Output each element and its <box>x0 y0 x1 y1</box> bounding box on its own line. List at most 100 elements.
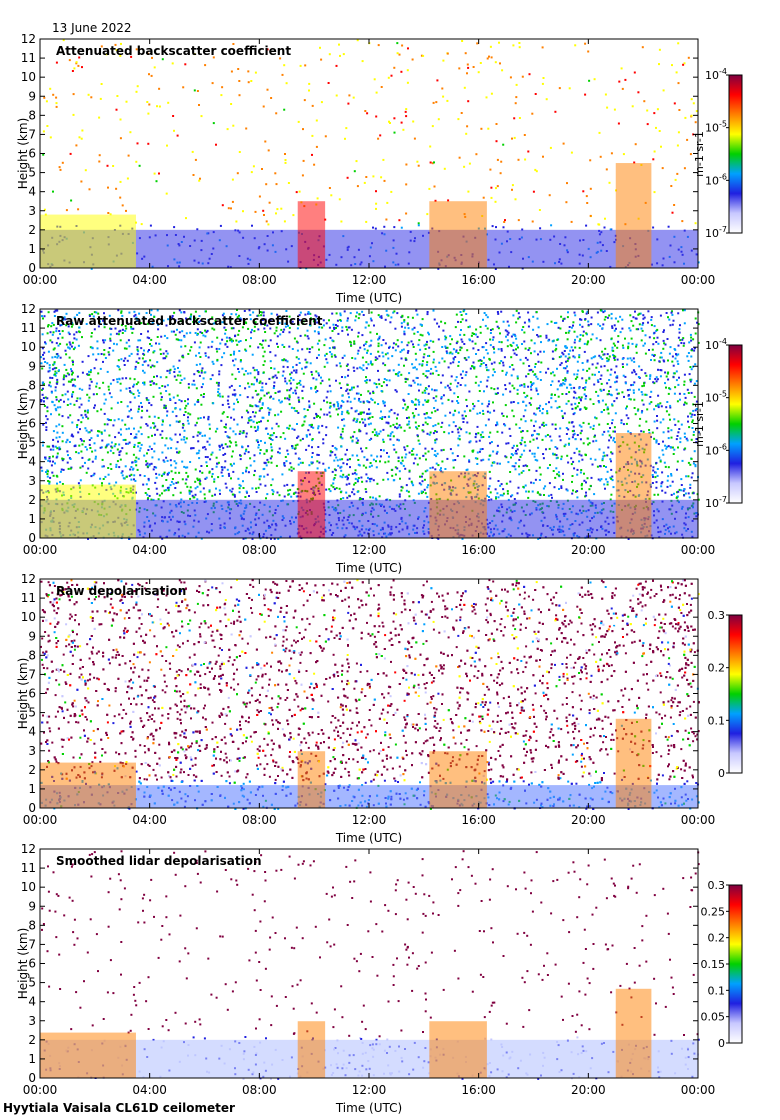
x-tick-label: 08:00 <box>242 273 277 287</box>
x-tick-label: 12:00 <box>352 273 387 287</box>
y-tick-label: 5 <box>28 976 36 990</box>
y-tick-label: 2 <box>28 1033 36 1047</box>
feature-1 <box>40 484 136 538</box>
y-tick-label: 6 <box>28 687 36 701</box>
x-tick-label: 00:00 <box>23 1083 58 1097</box>
feature-3 <box>429 1021 487 1078</box>
colorbar-tick-label: 0 <box>718 1037 725 1050</box>
panel-title: Smoothed lidar depolarisation <box>56 854 262 868</box>
y-tick-label: 10 <box>21 340 36 354</box>
y-tick-label: 11 <box>21 591 36 605</box>
x-tick-label: 20:00 <box>571 1083 606 1097</box>
colorbar-gradient <box>728 74 743 234</box>
feature-3 <box>429 751 487 808</box>
x-tick-label: 00:00 <box>681 543 716 557</box>
y-tick-label: 12 <box>21 32 36 46</box>
y-tick-label: 0 <box>28 801 36 815</box>
y-tick-label: 3 <box>28 474 36 488</box>
y-tick-label: 7 <box>28 937 36 951</box>
feature-2 <box>297 1021 326 1078</box>
y-tick-label: 3 <box>28 1014 36 1028</box>
colorbar-tick-label: 10-4 <box>705 67 727 82</box>
colorbar-tick-label: 0.2 <box>708 932 726 945</box>
x-tick-label: 08:00 <box>242 1083 277 1097</box>
colorbar-tick-label: 0.1 <box>708 984 726 997</box>
x-tick-label: 00:00 <box>681 813 716 827</box>
y-tick-label: 11 <box>21 321 36 335</box>
boundary-layer-band <box>40 785 698 808</box>
feature-2 <box>297 201 326 268</box>
y-axis-label: Height (km) <box>16 928 30 999</box>
boundary-layer-band <box>40 1039 698 1078</box>
x-tick-label: 08:00 <box>242 813 277 827</box>
x-tick-label: 12:00 <box>352 813 387 827</box>
x-tick-label: 16:00 <box>461 273 496 287</box>
feature-4 <box>615 718 652 808</box>
y-tick-label: 7 <box>28 397 36 411</box>
y-tick-label: 10 <box>21 610 36 624</box>
y-tick-label: 2 <box>28 223 36 237</box>
x-tick-label: 04:00 <box>132 543 167 557</box>
feature-2 <box>297 751 326 808</box>
x-tick-label: 04:00 <box>132 813 167 827</box>
colorbar: 0 0.05 0.1 0.15 0.2 0.25 0.3 <box>701 879 743 1050</box>
panel-title: Raw attenuated backscatter coefficient <box>56 314 323 328</box>
y-tick-label: 10 <box>21 70 36 84</box>
x-axis-label: Time (UTC) <box>335 1101 402 1115</box>
y-axis-label: Height (km) <box>16 658 30 729</box>
colorbar-tick-label: 0.2 <box>708 662 726 675</box>
boundary-layer-band <box>40 499 698 538</box>
panel-title: Raw depolarisation <box>56 584 186 598</box>
feature-3 <box>429 471 487 538</box>
x-tick-label: 04:00 <box>132 273 167 287</box>
y-tick-label: 2 <box>28 763 36 777</box>
x-tick-label: 16:00 <box>461 813 496 827</box>
feature-4 <box>615 433 652 538</box>
y-tick-label: 0 <box>28 531 36 545</box>
colorbar-tick-label: 0.1 <box>708 714 726 727</box>
x-tick-label: 00:00 <box>23 813 58 827</box>
feature-1 <box>40 1032 136 1078</box>
y-tick-label: 3 <box>28 744 36 758</box>
colorbar: 0 0.1 0.2 0.3 <box>708 609 743 780</box>
y-tick-label: 1 <box>28 1052 36 1066</box>
y-tick-label: 4 <box>28 455 36 469</box>
x-tick-label: 20:00 <box>571 273 606 287</box>
y-tick-label: 1 <box>28 242 36 256</box>
y-tick-label: 7 <box>28 667 36 681</box>
boundary-layer-band <box>40 229 698 268</box>
x-tick-label: 20:00 <box>571 543 606 557</box>
y-axis-label: Height (km) <box>16 388 30 459</box>
colorbar-gradient <box>728 344 743 504</box>
y-tick-label: 3 <box>28 204 36 218</box>
y-tick-label: 5 <box>28 706 36 720</box>
y-tick-label: 4 <box>28 725 36 739</box>
y-tick-label: 0 <box>28 261 36 275</box>
colorbar-tick-label: 0.15 <box>701 958 726 971</box>
feature-4 <box>615 163 652 268</box>
colorbar-unit: m-1 sr-1 <box>693 401 706 447</box>
y-tick-label: 1 <box>28 782 36 796</box>
y-tick-label: 10 <box>21 880 36 894</box>
y-tick-label: 7 <box>28 127 36 141</box>
y-tick-label: 2 <box>28 493 36 507</box>
y-tick-label: 9 <box>28 629 36 643</box>
colorbar-tick-label: 10-6 <box>705 172 727 187</box>
y-tick-label: 1 <box>28 512 36 526</box>
x-tick-label: 12:00 <box>352 543 387 557</box>
x-tick-label: 00:00 <box>23 543 58 557</box>
feature-2 <box>297 471 326 538</box>
x-axis-label: Time (UTC) <box>335 561 402 575</box>
y-tick-label: 0 <box>28 1071 36 1085</box>
colorbar: 10-7 10-6 10-5 10-4 m-1 sr-1 <box>693 337 743 510</box>
y-tick-label: 8 <box>28 918 36 932</box>
x-tick-label: 20:00 <box>571 813 606 827</box>
colorbar-tick-label: 10-6 <box>705 442 727 457</box>
panel-title: Attenuated backscatter coefficient <box>56 44 291 58</box>
x-axis-label: Time (UTC) <box>335 831 402 845</box>
panel-1: Attenuated backscatter coefficient012345… <box>16 32 743 305</box>
panel-4: Smoothed lidar depolarisation01234567891… <box>16 842 743 1115</box>
y-tick-label: 6 <box>28 417 36 431</box>
